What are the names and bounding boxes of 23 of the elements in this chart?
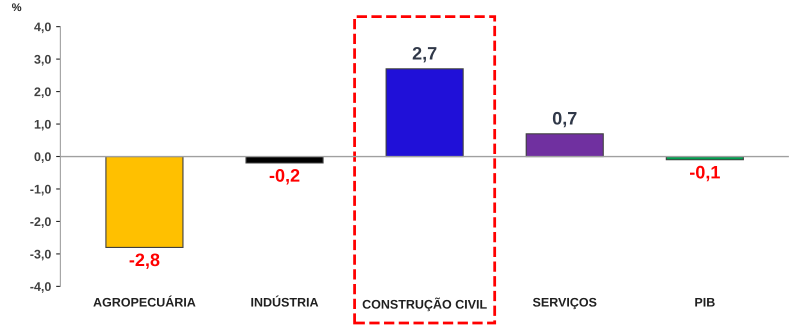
x-tick-label: AGROPECUÁRIA — [93, 295, 196, 307]
x-tick-label: INDÚSTRIA — [251, 295, 318, 307]
x-tick-label: CONSTRUÇÃO CIVIL — [362, 297, 487, 312]
y-tick-label: 2,0 — [34, 87, 51, 98]
data-label: 0,7 — [552, 112, 576, 128]
y-tick-label: 3,0 — [34, 54, 51, 66]
bar — [386, 68, 464, 158]
y-tick-label: 4,0 — [34, 22, 51, 34]
x-tick-label: PIB — [695, 298, 715, 307]
x-tick-label: SERVIÇOS — [532, 298, 596, 310]
bar — [105, 156, 184, 248]
y-tick-label: -1,0 — [30, 184, 51, 196]
y-axis-title: % — [12, 3, 22, 12]
data-label: -0,2 — [270, 169, 300, 184]
y-tick-label: 0,0 — [34, 152, 51, 163]
y-tick-label: -2,0 — [30, 217, 51, 228]
y-tick-label: -4,0 — [30, 282, 51, 293]
bar — [526, 133, 604, 158]
data-label: -0,1 — [690, 166, 720, 182]
y-tick-label: 1,0 — [34, 120, 51, 131]
data-label: -2,8 — [130, 253, 160, 269]
y-tick-label: -3,0 — [30, 250, 51, 260]
data-label: 2,7 — [412, 46, 436, 62]
